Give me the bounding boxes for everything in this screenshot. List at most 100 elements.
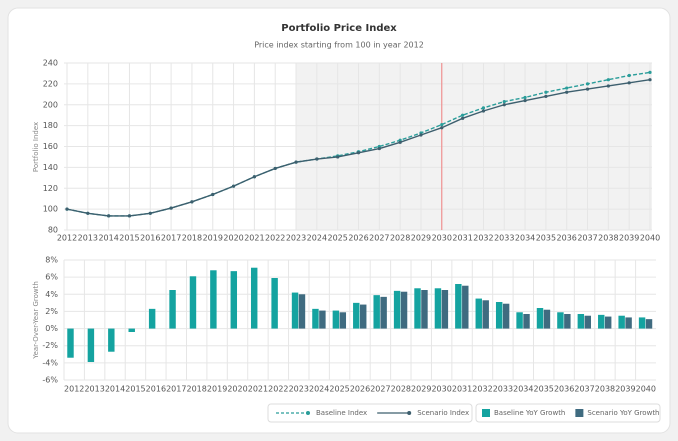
bar — [475, 298, 482, 329]
point — [65, 207, 69, 211]
bar — [148, 308, 156, 329]
point — [502, 103, 506, 107]
bar — [638, 317, 646, 329]
point — [127, 214, 132, 218]
x-tick-label: 2030 — [431, 385, 451, 394]
x-tick-label: 2034 — [515, 234, 535, 243]
bar — [604, 316, 612, 329]
y-tick-label: 6% — [45, 273, 58, 282]
bar — [421, 290, 428, 329]
x-tick-label: 2033 — [493, 385, 513, 394]
point — [461, 116, 465, 120]
x-tick-label: 2035 — [534, 385, 554, 394]
x-tick-label: 2019 — [203, 234, 223, 243]
point — [523, 98, 527, 103]
point — [336, 155, 340, 159]
y-tick-label: 8% — [45, 256, 58, 265]
point — [148, 211, 152, 215]
point — [211, 192, 215, 197]
x-tick-label: 2027 — [370, 385, 390, 394]
point — [606, 78, 610, 82]
bar — [230, 271, 238, 329]
x-tick-label: 2029 — [411, 385, 431, 394]
point — [461, 113, 465, 117]
y-tick-label: 100 — [43, 205, 58, 214]
x-tick-label: 2016 — [140, 234, 160, 243]
bar — [625, 317, 632, 329]
legend-box — [267, 403, 473, 423]
bar — [271, 278, 278, 329]
y-tick-label: -2% — [42, 341, 58, 350]
x-tick-label: 2020 — [223, 234, 243, 243]
point — [648, 78, 652, 82]
point — [565, 86, 569, 90]
x-tick-label: 2015 — [125, 385, 145, 394]
point — [565, 90, 569, 94]
x-tick-label: 2040 — [640, 234, 660, 243]
point — [544, 94, 548, 98]
y-tick-label: 140 — [43, 163, 58, 172]
y-tick-label: 180 — [43, 121, 58, 130]
point — [440, 126, 444, 130]
x-tick-label: 2035 — [536, 234, 556, 243]
y-tick-label: -4% — [42, 358, 58, 367]
y-tick-label: 160 — [43, 142, 58, 151]
bar — [455, 284, 462, 329]
x-tick-label: 2022 — [268, 385, 288, 394]
y-tick-label: 4% — [45, 290, 58, 299]
bar — [339, 312, 347, 329]
point — [356, 151, 361, 155]
bar — [393, 290, 401, 329]
chart-title: Portfolio Price Index — [281, 23, 397, 34]
y-tick-label: 240 — [43, 59, 58, 68]
x-tick-label: 2014 — [98, 234, 118, 243]
bar — [400, 291, 408, 329]
point — [648, 70, 652, 74]
bar — [189, 276, 197, 329]
x-tick-label: 2031 — [452, 385, 472, 394]
point — [86, 211, 90, 215]
bar — [128, 328, 135, 332]
bar — [332, 310, 340, 329]
x-tick-label: 2031 — [452, 234, 472, 243]
point — [252, 175, 256, 179]
point — [481, 106, 486, 110]
bar — [67, 328, 74, 358]
legend-swatch — [575, 409, 584, 417]
bar — [312, 308, 319, 329]
y-tick-label: 2% — [45, 307, 58, 316]
bar — [557, 312, 564, 329]
point — [585, 82, 590, 86]
bar — [502, 303, 510, 329]
point — [419, 133, 423, 137]
x-tick-label: 2013 — [84, 385, 104, 394]
x-tick-label: 2023 — [289, 385, 309, 394]
bar — [373, 295, 380, 329]
x-tick-label: 2039 — [619, 234, 639, 243]
bar — [210, 270, 217, 329]
point — [398, 140, 402, 144]
legend-box — [475, 403, 661, 423]
bar — [536, 308, 544, 329]
legend-dot — [407, 411, 412, 415]
x-tick-label: 2023 — [286, 234, 306, 243]
x-tick-label: 2038 — [598, 234, 618, 243]
x-tick-label: 2036 — [557, 234, 577, 243]
bar — [577, 314, 585, 329]
x-tick-label: 2040 — [636, 385, 656, 394]
legend-label: Baseline Index — [316, 409, 367, 417]
bar — [298, 294, 306, 329]
x-tick-label: 2021 — [244, 234, 264, 243]
bar — [482, 300, 489, 329]
legend-label: Scenario YoY Growth — [587, 409, 659, 417]
bar — [462, 285, 469, 329]
bar — [108, 328, 115, 352]
bar — [564, 314, 571, 329]
x-tick-label: 2037 — [577, 234, 597, 243]
y-tick-label: -6% — [42, 376, 58, 385]
x-tick-label: 2030 — [432, 234, 452, 243]
bar — [291, 292, 299, 329]
x-tick-label: 2018 — [187, 385, 207, 394]
x-tick-label: 2032 — [473, 234, 493, 243]
x-tick-label: 2039 — [615, 385, 635, 394]
